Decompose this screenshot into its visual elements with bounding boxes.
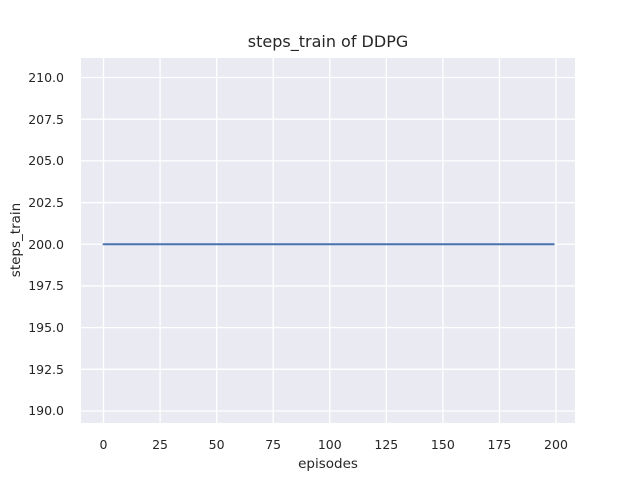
y-tick-label: 207.5 [28, 111, 64, 127]
x-tick-label: 0 [99, 437, 108, 452]
plot-area [81, 58, 575, 423]
y-tick-label: 200.0 [28, 236, 64, 252]
chart-title: steps_train of DDPG [247, 32, 409, 51]
x-axis-label: episodes [298, 456, 358, 472]
y-tick-label: 190.0 [28, 403, 64, 419]
y-tick-label: 197.5 [28, 278, 64, 294]
x-tick-label: 75 [265, 437, 282, 452]
plot-background [81, 58, 575, 423]
x-tick-label: 50 [208, 437, 225, 452]
x-tick-label: 25 [152, 437, 169, 452]
x-tick-label: 100 [317, 437, 342, 452]
y-tick-label: 202.5 [28, 195, 64, 211]
x-tick-label: 175 [487, 437, 512, 452]
y-tick-label: 210.0 [28, 70, 64, 85]
x-tick-label: 200 [544, 437, 568, 452]
y-tick-label: 205.0 [28, 153, 64, 169]
y-tick-label: 195.0 [28, 320, 64, 336]
y-tick-label: 192.5 [28, 361, 64, 377]
x-tick-label: 150 [430, 437, 455, 452]
x-tick-label: 125 [374, 437, 399, 452]
